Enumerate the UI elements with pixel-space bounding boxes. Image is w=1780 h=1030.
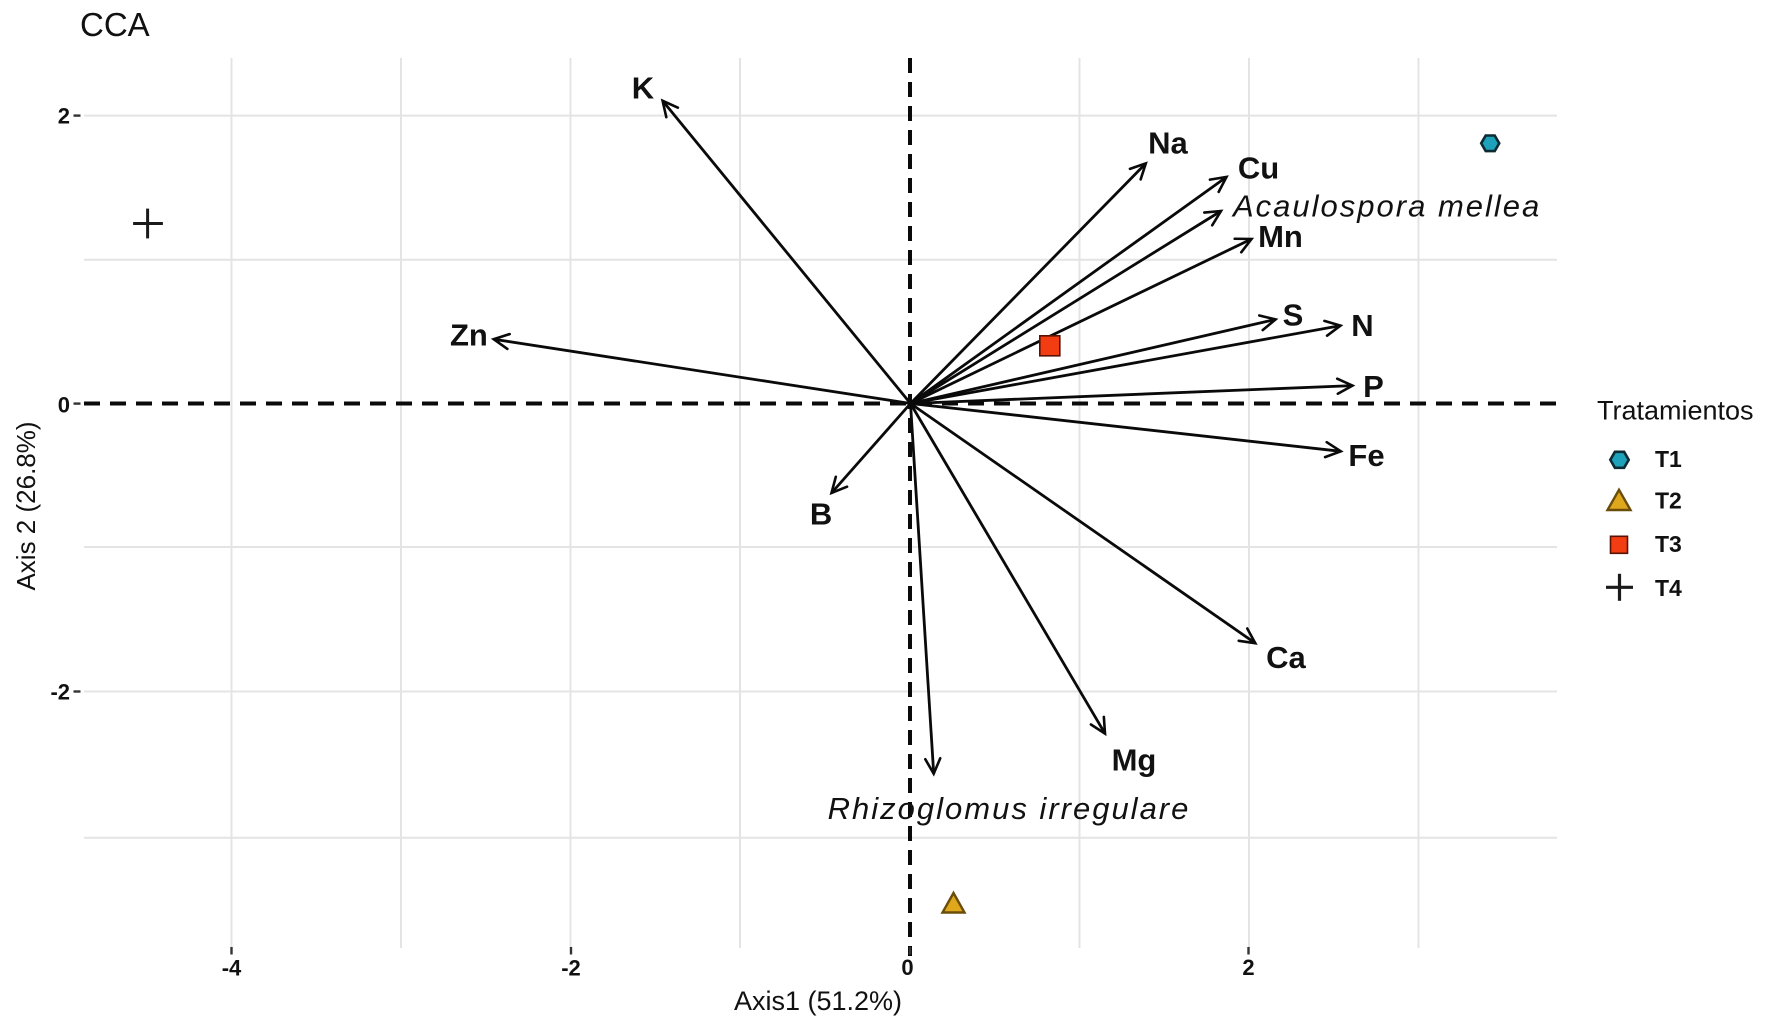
svg-text:-2: -2 [561, 956, 581, 981]
svg-text:CCA: CCA [80, 6, 150, 43]
svg-text:T3: T3 [1655, 531, 1682, 557]
svg-text:2: 2 [58, 104, 70, 129]
svg-text:Axis1 (51.2%): Axis1 (51.2%) [734, 986, 902, 1016]
svg-text:2: 2 [1242, 955, 1254, 980]
svg-text:Acaulospora mellea: Acaulospora mellea [1231, 189, 1541, 224]
svg-text:0: 0 [901, 955, 913, 980]
svg-text:Axis 2 (26.8%): Axis 2 (26.8%) [11, 421, 41, 590]
svg-text:K: K [632, 71, 655, 106]
svg-text:Cu: Cu [1238, 151, 1279, 186]
svg-text:Mg: Mg [1112, 743, 1157, 778]
svg-text:Rhizoglomus irregulare: Rhizoglomus irregulare [828, 791, 1191, 826]
svg-text:P: P [1363, 369, 1384, 404]
svg-text:T4: T4 [1655, 575, 1682, 601]
svg-text:B: B [810, 496, 832, 531]
svg-text:0: 0 [58, 393, 70, 418]
svg-text:Mn: Mn [1258, 219, 1303, 254]
svg-text:Fe: Fe [1348, 438, 1384, 473]
svg-text:S: S [1283, 298, 1304, 333]
svg-text:Zn: Zn [450, 318, 488, 353]
svg-text:-4: -4 [222, 956, 242, 981]
svg-text:-2: -2 [50, 680, 70, 705]
svg-text:N: N [1351, 308, 1373, 343]
svg-text:Tratamientos: Tratamientos [1597, 396, 1754, 426]
svg-text:Ca: Ca [1266, 640, 1306, 675]
svg-text:T1: T1 [1655, 446, 1682, 472]
svg-text:Na: Na [1148, 126, 1188, 161]
svg-text:T2: T2 [1655, 487, 1682, 513]
